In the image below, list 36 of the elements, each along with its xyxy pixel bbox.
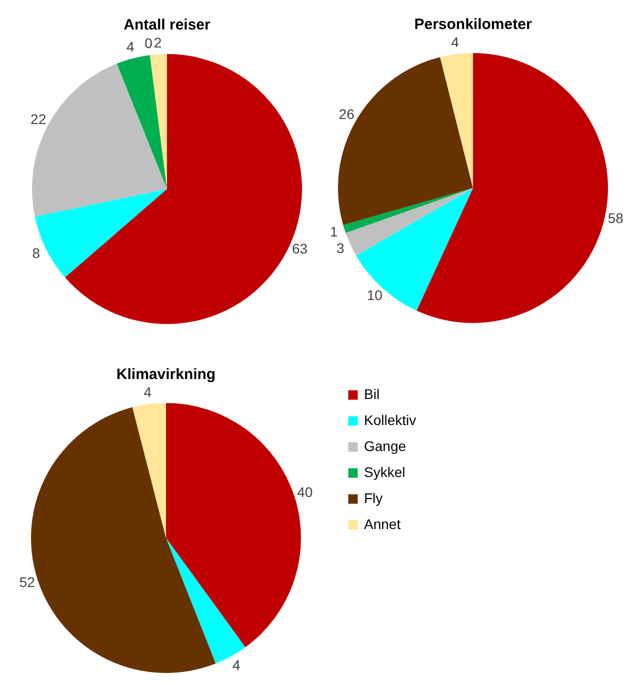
text: 0 <box>144 35 152 52</box>
chart-title: Antall reiser <box>124 16 211 34</box>
legend-label: Sykkel <box>364 464 406 480</box>
data-label: 40 <box>297 484 313 500</box>
chart-title: Klimavirkning <box>116 366 216 384</box>
data-label: 4 <box>144 384 152 400</box>
data-label: 3 <box>336 240 344 256</box>
pie-slice <box>338 57 473 225</box>
pie-slice <box>346 188 473 256</box>
legend-label: Bil <box>364 386 380 402</box>
pie-slice <box>416 53 608 323</box>
chart-title: Personkilometer <box>414 16 532 34</box>
pie-slice <box>132 403 166 538</box>
legend-label: Fly <box>364 490 383 506</box>
data-label: 8 <box>32 244 40 261</box>
pie-slice <box>343 188 473 233</box>
data-label: 22 <box>30 111 46 128</box>
pie-slice <box>440 53 473 188</box>
data-label: 4 <box>451 34 460 50</box>
data-label: 2 <box>154 34 162 50</box>
pie-slice <box>32 64 167 217</box>
legend-label: Kollektiv <box>364 412 416 428</box>
data-label: 52 <box>19 574 36 590</box>
pie-slice <box>34 189 167 278</box>
legend-label: Annet <box>364 516 401 532</box>
data-label: 58 <box>608 210 624 226</box>
legend-label: Gange <box>364 438 406 454</box>
pie-slice <box>150 54 167 189</box>
data-label: 1 <box>330 223 338 240</box>
data-label: 4 <box>126 38 134 55</box>
data-label: 26 <box>338 106 355 122</box>
pie-slice <box>356 188 473 311</box>
data-label: 10 <box>366 286 383 303</box>
data-label: 63 <box>292 240 308 257</box>
data-label: 4 <box>232 656 240 673</box>
pie-slice <box>116 55 167 189</box>
